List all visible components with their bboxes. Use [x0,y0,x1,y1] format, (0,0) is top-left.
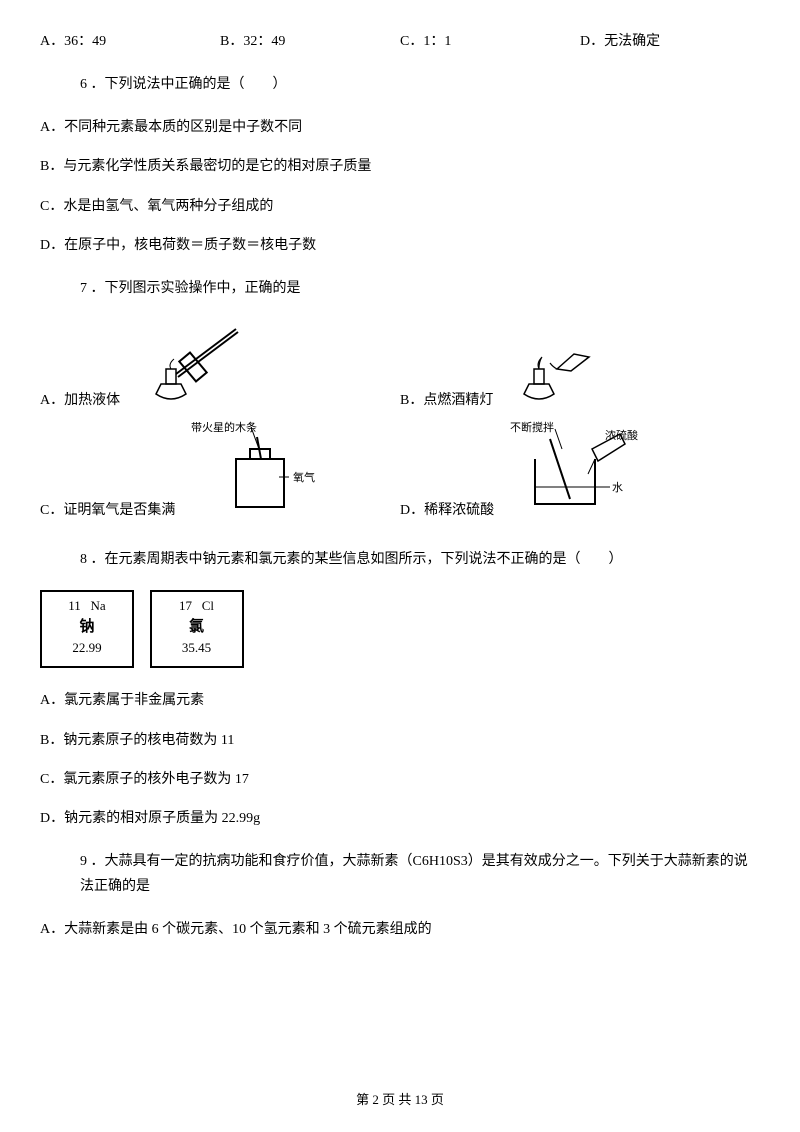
page-footer: 第 2 页 共 13 页 [0,1089,800,1108]
q7-stem: 7 ．下列图示实验操作中，正确的是 [80,276,760,301]
q6-opt-b: B．与元素化学性质关系最密切的是它的相对原子质量 [40,154,760,179]
q9-stem: 9 ．大蒜具有一定的抗病功能和食疗价值，大蒜新素（C6H10S3）是其有效成分之… [80,849,760,899]
q6-opt-d: D．在原子中，核电荷数＝质子数＝核电子数 [40,233,760,258]
q7-opt-b-label: B．点燃酒精灯 [400,389,493,409]
na-name: 钠 [42,616,132,639]
q5-opt-a: A．36：49 [40,30,220,50]
q7-opt-a-label: A．加热液体 [40,389,120,409]
q6-opt-c: C．水是由氢气、氧气两种分子组成的 [40,194,760,219]
light-lamp-icon [499,319,619,409]
q8-opt-b: B．钠元素原子的核电荷数为 11 [40,728,760,753]
na-cell: 11 Na 钠 22.99 [40,590,134,668]
q7-image-options: A．加热液体 B．点燃酒精灯 C．证明氧气是否集满 [40,319,760,529]
cl-num: 17 [179,598,192,613]
na-num: 11 [68,598,81,613]
dilute-acid-icon: 不断搅拌 浓硫酸 水 [500,419,680,519]
na-sym: Na [91,598,106,613]
q8-opt-c: C．氯元素原子的核外电子数为 17 [40,767,760,792]
q9-opt-a: A．大蒜新素是由 6 个碳元素、10 个氢元素和 3 个硫元素组成的 [40,917,760,942]
q8-stem: 8 ．在元素周期表中钠元素和氯元素的某些信息如图所示，下列说法不正确的是（ ） [80,547,760,572]
q6-stem: 6 ．下列说法中正确的是（ ） [80,72,760,97]
q7-opt-c-label: C．证明氧气是否集满 [40,499,175,519]
q7-opt-a-wrap: A．加热液体 [40,319,400,409]
q7-opt-c-wrap: C．证明氧气是否集满 带火星的木条 氧气 [40,419,400,519]
q6-opt-a: A．不同种元素最本质的区别是中子数不同 [40,115,760,140]
collect-oxygen-icon: 带火星的木条 氧气 [181,419,351,519]
q7-opt-d-label: D．稀释浓硫酸 [400,499,494,519]
stir-label: 不断搅拌 [510,420,554,434]
water-label: 水 [612,481,623,494]
cl-name: 氯 [152,616,242,639]
q8-opt-a: A．氯元素属于非金属元素 [40,688,760,713]
q5-options: A．36：49 B．32：49 C．1：1 D．无法确定 [40,30,760,50]
splint-label: 带火星的木条 [191,420,257,434]
q8-opt-d: D．钠元素的相对原子质量为 22.99g [40,806,760,831]
cl-cell: 17 Cl 氯 35.45 [150,590,244,668]
q5-opt-b: B．32：49 [220,30,400,50]
na-mass: 22.99 [42,638,132,658]
q7-opt-d-wrap: D．稀释浓硫酸 不断搅拌 浓硫酸 水 [400,419,760,519]
heating-liquid-icon [126,319,276,409]
cl-mass: 35.45 [152,638,242,658]
oxygen-label: 氧气 [293,470,315,484]
cl-sym: Cl [202,598,214,613]
periodic-cells: 11 Na 钠 22.99 17 Cl 氯 35.45 [40,590,760,668]
q7-opt-b-wrap: B．点燃酒精灯 [400,319,760,409]
q5-opt-c: C．1：1 [400,30,580,50]
q5-opt-d: D．无法确定 [580,30,760,50]
